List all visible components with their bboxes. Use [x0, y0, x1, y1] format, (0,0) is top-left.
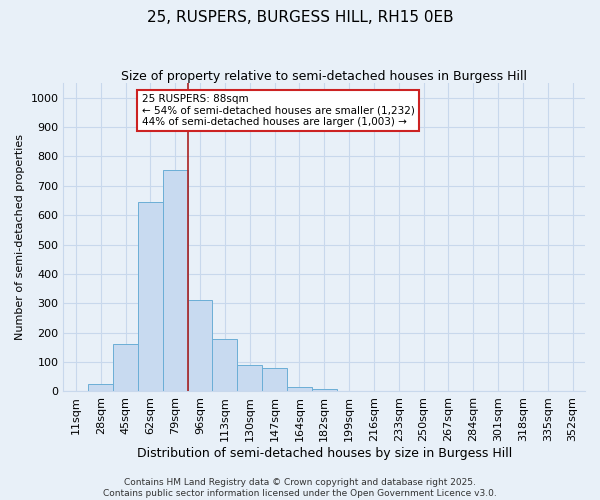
Bar	[312, 388, 337, 392]
Text: 25, RUSPERS, BURGESS HILL, RH15 0EB: 25, RUSPERS, BURGESS HILL, RH15 0EB	[146, 10, 454, 25]
Bar	[163, 170, 188, 392]
Title: Size of property relative to semi-detached houses in Burgess Hill: Size of property relative to semi-detach…	[121, 70, 527, 83]
Bar	[212, 338, 237, 392]
Bar	[113, 344, 138, 392]
X-axis label: Distribution of semi-detached houses by size in Burgess Hill: Distribution of semi-detached houses by …	[137, 447, 512, 460]
Y-axis label: Number of semi-detached properties: Number of semi-detached properties	[15, 134, 25, 340]
Bar	[138, 202, 163, 392]
Bar	[188, 300, 212, 392]
Bar	[237, 365, 262, 392]
Bar	[287, 387, 312, 392]
Bar	[88, 384, 113, 392]
Text: Contains HM Land Registry data © Crown copyright and database right 2025.
Contai: Contains HM Land Registry data © Crown c…	[103, 478, 497, 498]
Bar	[262, 368, 287, 392]
Text: 25 RUSPERS: 88sqm
← 54% of semi-detached houses are smaller (1,232)
44% of semi-: 25 RUSPERS: 88sqm ← 54% of semi-detached…	[142, 94, 415, 127]
